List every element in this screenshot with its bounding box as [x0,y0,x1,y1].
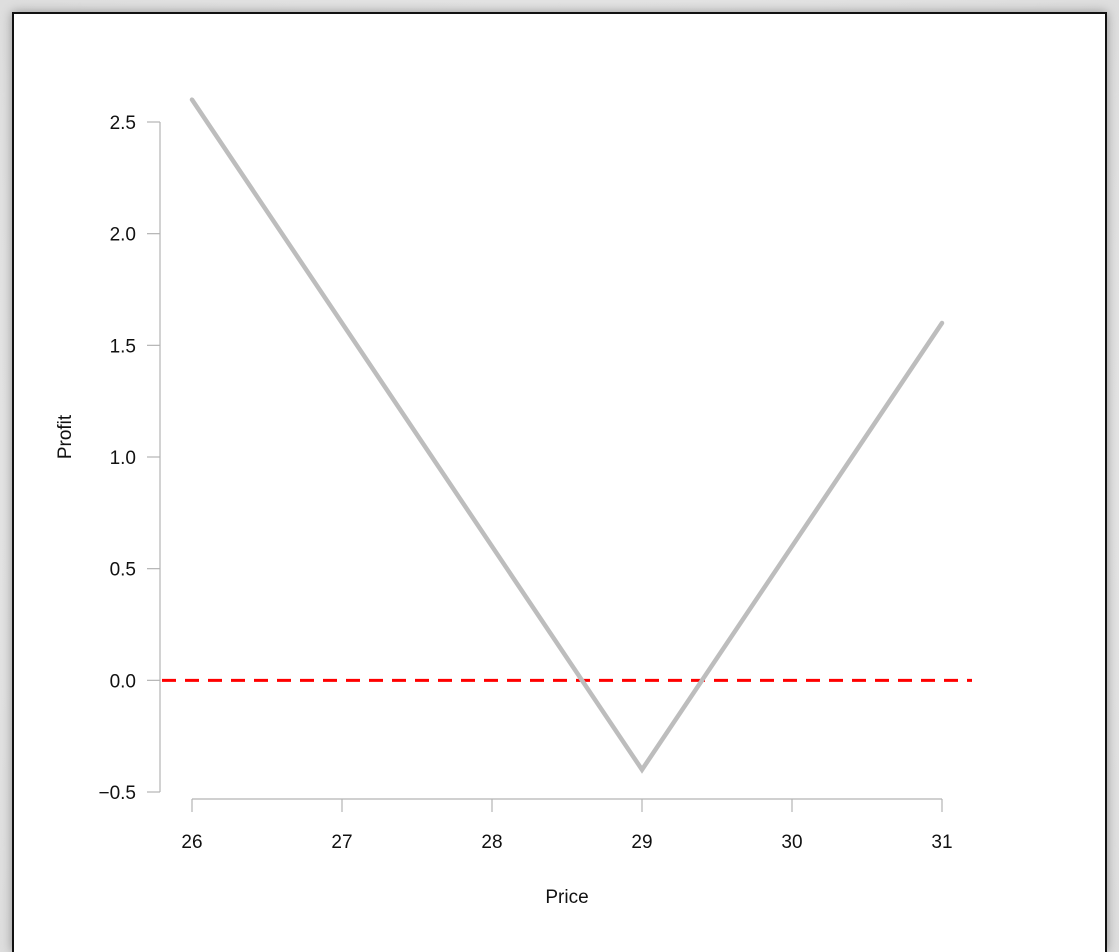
x-axis: 26 27 28 29 30 31 [181,798,953,853]
x-tick-label: 31 [931,832,952,853]
y-axis-label: Profit [55,414,76,459]
y-axis: −0.5 0.0 0.5 1.0 1.5 2.0 2.5 [98,113,161,804]
x-tick-label: 27 [331,832,352,853]
y-tick-label: −0.5 [98,783,136,804]
x-tick-label: 29 [631,832,652,853]
y-tick-label: 2.5 [110,113,136,134]
x-axis-label: Price [545,887,588,908]
chart-frame [12,12,1107,952]
series-group [189,97,945,774]
y-tick-label: 1.0 [110,448,136,469]
x-tick-label: 30 [781,832,802,853]
y-tick-label: 0.5 [110,560,136,581]
profit-series-line [189,97,945,774]
y-tick-label: 0.0 [110,671,136,692]
x-tick-label: 28 [481,832,502,853]
x-tick-label: 26 [181,832,202,853]
y-tick-label: 1.5 [110,336,136,357]
y-tick-label: 2.0 [110,225,136,246]
